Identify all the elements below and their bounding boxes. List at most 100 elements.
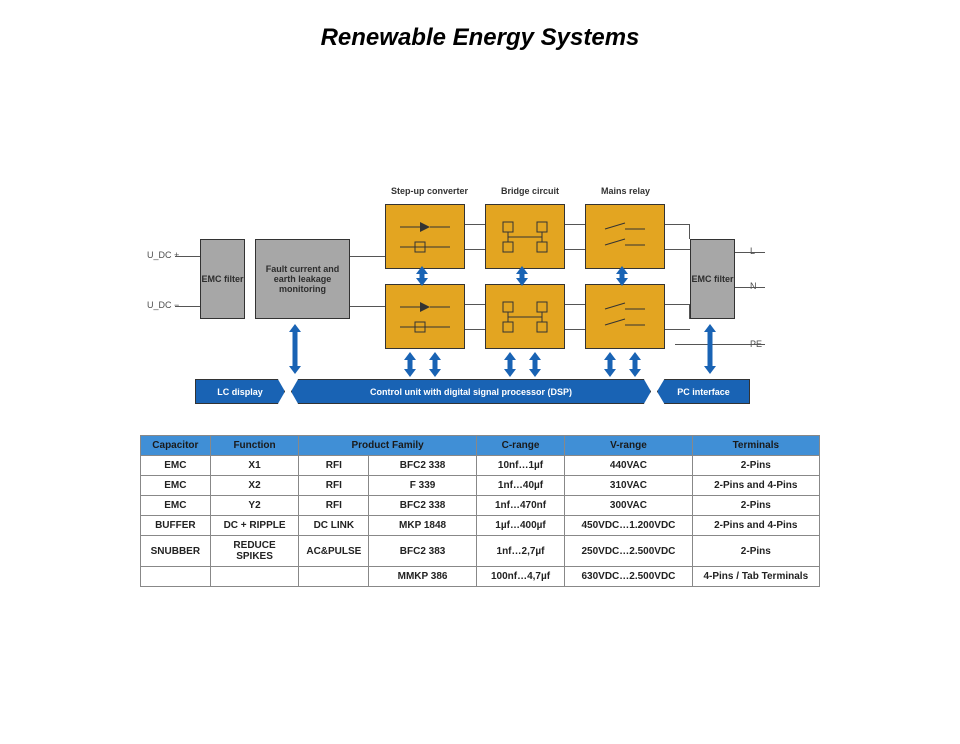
control-unit: Control unit with digital signal process… [291, 379, 651, 404]
table-cell: EMC [141, 456, 211, 476]
col-c-range: C-range [476, 436, 564, 456]
table-cell: 1nf…2,7µf [476, 536, 564, 567]
wire [350, 306, 385, 307]
table-cell: 2-Pins and 4-Pins [692, 516, 819, 536]
table-cell: 2-Pins and 4-Pins [692, 476, 819, 496]
wire [565, 329, 585, 330]
col-capacitor: Capacitor [141, 436, 211, 456]
table-cell: 2-Pins [692, 456, 819, 476]
gold-block [585, 204, 665, 269]
table-cell: 2-Pins [692, 536, 819, 567]
emc-filter-left: EMC filter [200, 239, 245, 319]
table-cell: 4-Pins / Tab Terminals [692, 567, 819, 587]
circuit-icon [395, 217, 455, 257]
wire [565, 224, 585, 225]
table-cell: 450VDC…1.200VDC [565, 516, 692, 536]
wire [665, 224, 690, 225]
gold-block [385, 284, 465, 349]
table-cell: AC&PULSE [299, 536, 369, 567]
table-cell: EMC [141, 496, 211, 516]
pc-interface: PC interface [657, 379, 750, 404]
capacitor-table: Capacitor Function Product Family C-rang… [140, 435, 820, 587]
table-row: BUFFERDC + RIPPLEDC LINKMKP 18481µf…400µ… [141, 516, 820, 536]
table-cell: RFI [299, 476, 369, 496]
circuit-icon [495, 217, 555, 257]
label-bridge: Bridge circuit [501, 186, 559, 196]
table-cell: X1 [210, 456, 299, 476]
wire [465, 304, 485, 305]
page-title: Renewable Energy Systems [0, 24, 960, 52]
label-udc-minus: U_DC − [147, 300, 179, 310]
table-cell: BFC2 338 [369, 496, 476, 516]
wire [175, 256, 200, 257]
col-product-family: Product Family [299, 436, 476, 456]
table-row: EMCX2RFIF 3391nf…40µf310VAC2-Pins and 4-… [141, 476, 820, 496]
label-udc-plus: U_DC + [147, 250, 179, 260]
lc-display: LC display [195, 379, 285, 404]
fault-monitor: Fault current and earth leakage monitori… [255, 239, 350, 319]
label-step-up: Step-up converter [391, 186, 468, 196]
table-cell: 440VAC [565, 456, 692, 476]
table-cell: REDUCE SPIKES [210, 536, 299, 567]
col-function: Function [210, 436, 299, 456]
table-cell: 250VDC…2.500VDC [565, 536, 692, 567]
table-cell: 310VAC [565, 476, 692, 496]
table-header-row: Capacitor Function Product Family C-rang… [141, 436, 820, 456]
table-cell: BFC2 338 [369, 456, 476, 476]
table-cell: BUFFER [141, 516, 211, 536]
wire [689, 224, 690, 239]
table-row: EMCX1RFIBFC2 33810nf…1µf440VAC2-Pins [141, 456, 820, 476]
table-cell: DC + RIPPLE [210, 516, 299, 536]
table-cell: 1nf…40µf [476, 476, 564, 496]
table-cell: 100nf…4,7µf [476, 567, 564, 587]
wire [465, 249, 485, 250]
col-terminals: Terminals [692, 436, 819, 456]
table-cell: Y2 [210, 496, 299, 516]
gold-block [485, 284, 565, 349]
table-row: EMCY2RFIBFC2 3381nf…470nf300VAC2-Pins [141, 496, 820, 516]
label-N: N [750, 281, 757, 291]
wire [565, 249, 585, 250]
table-cell [299, 567, 369, 587]
table-cell: BFC2 383 [369, 536, 476, 567]
wire [465, 329, 485, 330]
table-row: SNUBBERREDUCE SPIKESAC&PULSEBFC2 3831nf…… [141, 536, 820, 567]
wire [675, 344, 765, 345]
table-cell: F 339 [369, 476, 476, 496]
table-cell: 630VDC…2.500VDC [565, 567, 692, 587]
wire [735, 287, 765, 288]
table-row: MMKP 386100nf…4,7µf630VDC…2.500VDC4-Pins… [141, 567, 820, 587]
wire [350, 256, 385, 257]
circuit-icon [595, 217, 655, 257]
table-cell: 1µf…400µf [476, 516, 564, 536]
table-cell: MKP 1848 [369, 516, 476, 536]
wire [175, 306, 200, 307]
gold-block [385, 204, 465, 269]
table-cell: SNUBBER [141, 536, 211, 567]
wire [665, 329, 690, 330]
label-mains: Mains relay [601, 186, 650, 196]
table-cell: 10nf…1µf [476, 456, 564, 476]
table-cell: RFI [299, 456, 369, 476]
table-cell: 2-Pins [692, 496, 819, 516]
wire [665, 304, 690, 305]
col-v-range: V-range [565, 436, 692, 456]
wire [665, 249, 690, 250]
table-cell [210, 567, 299, 587]
wire [465, 224, 485, 225]
table-cell [141, 567, 211, 587]
table-cell: EMC [141, 476, 211, 496]
gold-block [485, 204, 565, 269]
table-cell: RFI [299, 496, 369, 516]
block-diagram: Step-up converter Bridge circuit Mains r… [175, 184, 785, 414]
emc-filter-right: EMC filter [690, 239, 735, 319]
table-cell: 300VAC [565, 496, 692, 516]
table-cell: MMKP 386 [369, 567, 476, 587]
circuit-icon [395, 297, 455, 337]
table-cell: DC LINK [299, 516, 369, 536]
table-cell: 1nf…470nf [476, 496, 564, 516]
circuit-icon [495, 297, 555, 337]
wire [735, 252, 765, 253]
label-L: L [750, 246, 755, 256]
gold-block [585, 284, 665, 349]
